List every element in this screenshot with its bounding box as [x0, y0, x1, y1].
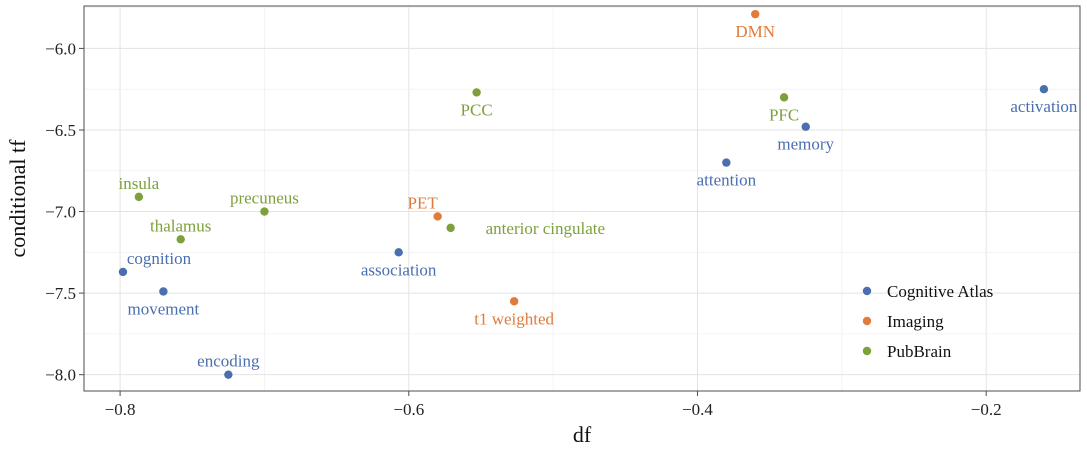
legend: Cognitive Atlas Imaging PubBrain [862, 282, 993, 361]
point-association [394, 248, 403, 257]
point-label-pfc: PFC [769, 105, 799, 124]
x-axis-title: df [573, 422, 592, 447]
point-t1-weighted [509, 297, 519, 306]
point-labels: activation memory attention association cogn… [119, 22, 1078, 371]
point-label-precuneus: precuneus [230, 189, 299, 208]
y-tick-label: −6.5 [45, 121, 76, 140]
point-anterior-cingulate [446, 223, 455, 233]
point-insula [134, 192, 144, 202]
point-memory [801, 122, 810, 131]
point-label-attention: attention [697, 171, 757, 190]
point-pfc [779, 93, 789, 102]
x-tick-label: −0.4 [682, 400, 713, 419]
grid-lines [84, 6, 1080, 391]
point-activation [1039, 84, 1049, 94]
point-movement [159, 287, 168, 296]
plot-frame [83, 5, 1081, 392]
point-label-pcc: PCC [461, 100, 493, 119]
y-tick-label: −6.0 [45, 39, 76, 58]
x-tick-label: −0.6 [393, 400, 424, 419]
point-label-cognition: cognition [127, 249, 192, 268]
x-axis-ticks: −0.8 −0.6 −0.4 −0.2 [105, 391, 1002, 419]
point-pcc [472, 88, 481, 97]
point-thalamus [176, 235, 185, 244]
x-tick-label: −0.2 [971, 400, 1002, 419]
y-axis-title: conditional tf [5, 139, 30, 258]
y-tick-label: −8.0 [45, 366, 76, 385]
legend-label-imaging: Imaging [887, 312, 944, 331]
point-encoding [224, 370, 233, 379]
y-tick-label: −7.5 [45, 284, 76, 303]
point-cognition [118, 267, 128, 277]
legend-marker-cognitive-atlas [862, 286, 872, 296]
y-tick-label: −7.0 [45, 203, 76, 222]
point-precuneus [260, 207, 269, 216]
point-dmn [751, 9, 760, 19]
point-label-movement: movement [128, 299, 200, 318]
data-points [118, 9, 1049, 379]
point-label-activation: activation [1010, 97, 1078, 116]
legend-label-cognitive-atlas: Cognitive Atlas [887, 282, 993, 301]
point-label-memory: memory [777, 135, 834, 154]
point-label-anterior-cingulate: anterior cingulate [486, 219, 605, 238]
point-label-dmn: DMN [735, 22, 775, 41]
point-label-association: association [361, 260, 437, 279]
legend-marker-imaging [862, 316, 872, 326]
point-label-thalamus: thalamus [150, 216, 211, 235]
point-attention [722, 158, 731, 167]
x-tick-label: −0.8 [105, 400, 136, 419]
y-axis-ticks: −8.0 −7.5 −7.0 −6.5 −6.0 [45, 39, 84, 385]
legend-marker-pubbrain [862, 346, 872, 356]
point-label-t1-weighted: t1 weighted [474, 309, 554, 328]
legend-label-pubbrain: PubBrain [887, 342, 952, 361]
point-label-insula: insula [119, 174, 160, 193]
point-pet [433, 212, 442, 221]
point-label-encoding: encoding [197, 352, 260, 371]
point-label-pet: PET [408, 193, 439, 212]
